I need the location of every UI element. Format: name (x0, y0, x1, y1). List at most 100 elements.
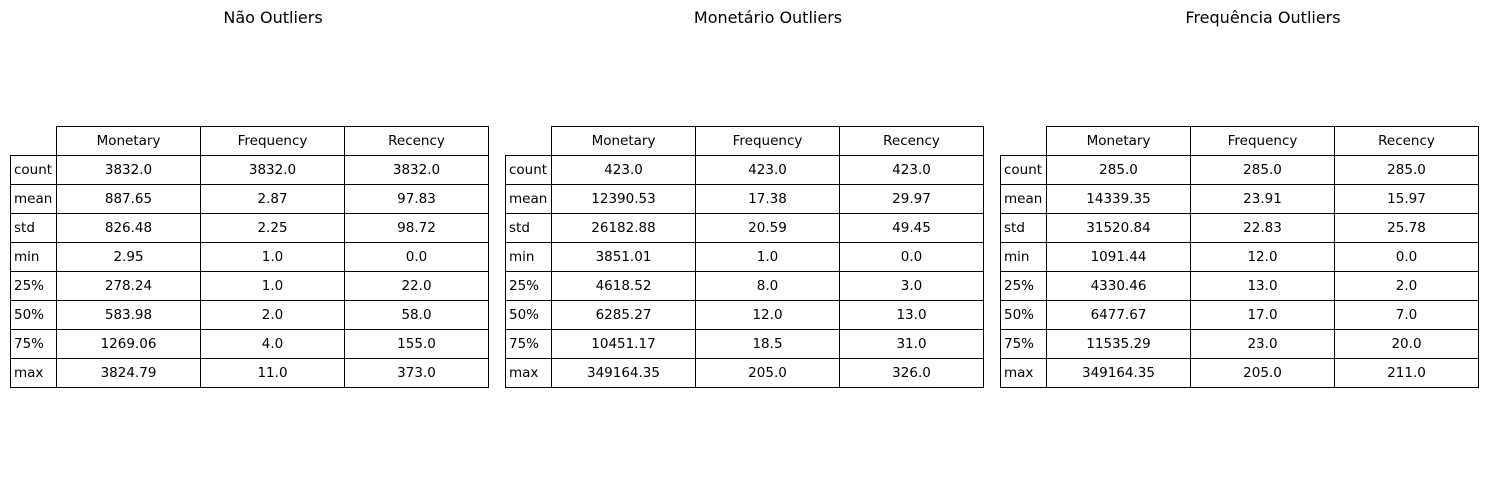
table-cell: 423.0 (695, 155, 840, 185)
panel-title: Não Outliers (223, 8, 323, 27)
row-label: 25% (505, 271, 552, 301)
table-cell: 3851.01 (551, 242, 696, 272)
column-header: Recency (839, 126, 984, 156)
row-label: 25% (10, 271, 57, 301)
header-row: Monetary Frequency Recency (506, 126, 984, 156)
table-row: 50% 6477.67 17.0 7.0 (1000, 300, 1479, 330)
table-cell: 13.0 (1190, 271, 1335, 301)
table-cell: 3832.0 (56, 155, 201, 185)
header-row: Monetary Frequency Recency (11, 126, 489, 156)
table-row: 25% 278.24 1.0 22.0 (10, 271, 489, 301)
table-cell: 20.0 (1334, 329, 1479, 359)
table-cell: 0.0 (344, 242, 489, 272)
table-cell: 6285.27 (551, 300, 696, 330)
table-cell: 2.25 (200, 213, 345, 243)
table-row: 25% 4618.52 8.0 3.0 (505, 271, 984, 301)
row-label: 25% (1000, 271, 1047, 301)
table-row: 50% 6285.27 12.0 13.0 (505, 300, 984, 330)
row-label: std (10, 213, 57, 243)
row-label: count (505, 155, 552, 185)
column-header: Frequency (695, 126, 840, 156)
row-label: mean (10, 184, 57, 214)
table-cell: 4330.46 (1046, 271, 1191, 301)
column-header: Recency (344, 126, 489, 156)
table-cell: 11.0 (200, 358, 345, 388)
table-row: max 349164.35 205.0 326.0 (505, 358, 984, 388)
table-cell: 7.0 (1334, 300, 1479, 330)
table-row: max 349164.35 205.0 211.0 (1000, 358, 1479, 388)
table-cell: 0.0 (839, 242, 984, 272)
table-cell: 285.0 (1334, 155, 1479, 185)
table-cell: 155.0 (344, 329, 489, 359)
table-row: std 26182.88 20.59 49.45 (505, 213, 984, 243)
table-row: mean 887.65 2.87 97.83 (10, 184, 489, 214)
table-cell: 1.0 (200, 271, 345, 301)
table-cell: 25.78 (1334, 213, 1479, 243)
row-label: min (1000, 242, 1047, 272)
row-label: mean (1000, 184, 1047, 214)
stats-table: Monetary Frequency Recency count 285.0 285.0… (1000, 126, 1479, 388)
table-cell: 3832.0 (344, 155, 489, 185)
table-cell: 12.0 (695, 300, 840, 330)
table-row: std 31520.84 22.83 25.78 (1000, 213, 1479, 243)
table-cell: 3824.79 (56, 358, 201, 388)
table-cell: 1.0 (200, 242, 345, 272)
table-cell: 3832.0 (200, 155, 345, 185)
table-cell: 31.0 (839, 329, 984, 359)
table-cell: 887.65 (56, 184, 201, 214)
table-cell: 349164.35 (551, 358, 696, 388)
table-cell: 285.0 (1046, 155, 1191, 185)
table-cell: 22.83 (1190, 213, 1335, 243)
table-cell: 6477.67 (1046, 300, 1191, 330)
table-row: count 285.0 285.0 285.0 (1000, 155, 1479, 185)
table-cell: 29.97 (839, 184, 984, 214)
table-cell: 26182.88 (551, 213, 696, 243)
table-cell: 12390.53 (551, 184, 696, 214)
table-row: max 3824.79 11.0 373.0 (10, 358, 489, 388)
table-row: std 826.48 2.25 98.72 (10, 213, 489, 243)
row-label: std (505, 213, 552, 243)
table-cell: 22.0 (344, 271, 489, 301)
corner-cell (506, 127, 552, 156)
row-label: 75% (1000, 329, 1047, 359)
row-label: std (1000, 213, 1047, 243)
corner-cell (11, 127, 57, 156)
table-row: count 423.0 423.0 423.0 (505, 155, 984, 185)
table-cell: 373.0 (344, 358, 489, 388)
row-label: min (505, 242, 552, 272)
table-cell: 13.0 (839, 300, 984, 330)
table-row: 50% 583.98 2.0 58.0 (10, 300, 489, 330)
row-label: 50% (505, 300, 552, 330)
row-label: max (505, 358, 552, 388)
table-row: 25% 4330.46 13.0 2.0 (1000, 271, 1479, 301)
table-cell: 31520.84 (1046, 213, 1191, 243)
table-cell: 826.48 (56, 213, 201, 243)
table-cell: 583.98 (56, 300, 201, 330)
table-cell: 11535.29 (1046, 329, 1191, 359)
table-row: 75% 10451.17 18.5 31.0 (505, 329, 984, 359)
table-cell: 211.0 (1334, 358, 1479, 388)
table-cell: 349164.35 (1046, 358, 1191, 388)
table-cell: 10451.17 (551, 329, 696, 359)
column-header: Monetary (1046, 126, 1191, 156)
table-cell: 49.45 (839, 213, 984, 243)
row-label: count (1000, 155, 1047, 185)
table-row: 75% 1269.06 4.0 155.0 (10, 329, 489, 359)
row-label: count (10, 155, 57, 185)
row-label: max (1000, 358, 1047, 388)
row-label: min (10, 242, 57, 272)
row-label: 75% (505, 329, 552, 359)
table-cell: 4.0 (200, 329, 345, 359)
table-cell: 18.5 (695, 329, 840, 359)
table-cell: 2.0 (1334, 271, 1479, 301)
table-row: min 1091.44 12.0 0.0 (1000, 242, 1479, 272)
table-cell: 423.0 (839, 155, 984, 185)
table-cell: 2.0 (200, 300, 345, 330)
table-row: count 3832.0 3832.0 3832.0 (10, 155, 489, 185)
stats-table: Monetary Frequency Recency count 423.0 423.0… (505, 126, 984, 388)
row-label: 75% (10, 329, 57, 359)
table-cell: 205.0 (1190, 358, 1335, 388)
table-cell: 1091.44 (1046, 242, 1191, 272)
table-row: min 2.95 1.0 0.0 (10, 242, 489, 272)
table-cell: 1.0 (695, 242, 840, 272)
